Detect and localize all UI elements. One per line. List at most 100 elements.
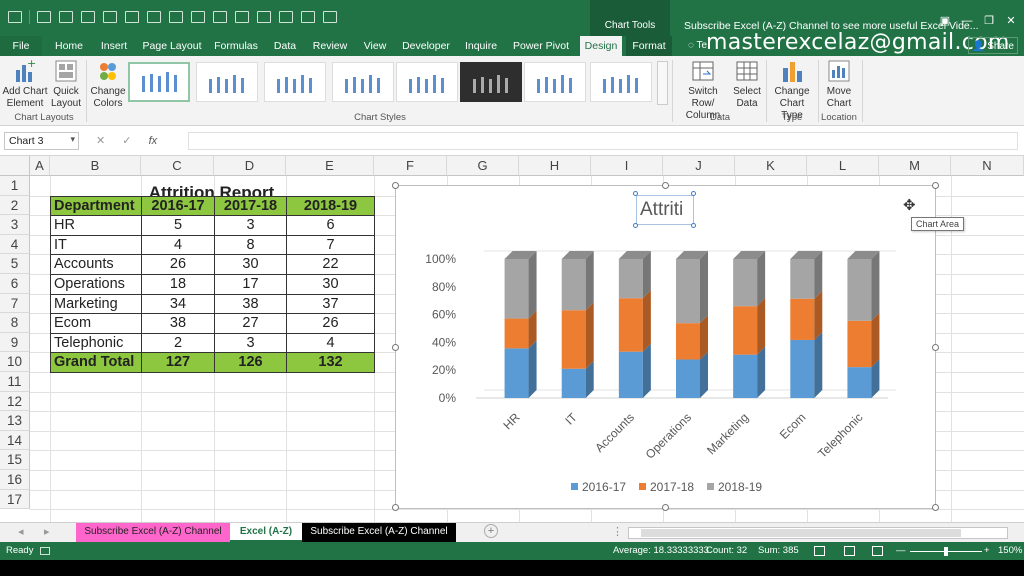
- fx-icon[interactable]: fx: [148, 135, 158, 147]
- value-cell-2016-17[interactable]: 18: [141, 274, 215, 295]
- select-data-button[interactable]: Select Data: [730, 58, 764, 110]
- new-icon[interactable]: [279, 11, 293, 23]
- column-header-f[interactable]: F: [374, 156, 447, 176]
- switch-row-column-button[interactable]: Switch Row/ Column: [676, 58, 730, 122]
- chart-style-6[interactable]: [460, 62, 522, 102]
- ribbon-display-icon[interactable]: ▣: [939, 15, 951, 27]
- tab-data[interactable]: Data: [273, 40, 297, 52]
- sheet-tab-excel-az[interactable]: Excel (A-Z): [230, 523, 302, 542]
- department-cell[interactable]: HR: [50, 215, 142, 236]
- value-cell-2018-19[interactable]: 37: [286, 293, 375, 315]
- row-header-17[interactable]: 17: [0, 489, 30, 510]
- row-header-9[interactable]: 9: [0, 332, 30, 353]
- print-icon[interactable]: [37, 11, 51, 23]
- table-icon[interactable]: [59, 11, 73, 23]
- horizontal-scrollbar[interactable]: [628, 527, 1008, 539]
- tab-file[interactable]: File: [0, 36, 42, 56]
- spelling-icon[interactable]: [235, 11, 249, 23]
- styles-gallery-scroll[interactable]: [657, 61, 668, 105]
- page-break-view-icon[interactable]: [872, 546, 883, 556]
- minimize-icon[interactable]: —: [961, 15, 973, 27]
- value-cell-2018-19[interactable]: 22: [286, 254, 375, 275]
- tab-home[interactable]: Home: [54, 40, 83, 52]
- value-cell-2018-19[interactable]: 4: [286, 332, 375, 354]
- value-cell-2017-18[interactable]: 30: [214, 254, 287, 275]
- chart-resize-handle[interactable]: [392, 504, 399, 511]
- chart-style-5[interactable]: [396, 62, 458, 102]
- title-resize-handle[interactable]: [633, 223, 638, 228]
- row-header-1[interactable]: 1: [0, 176, 30, 196]
- new-sheet-icon[interactable]: +: [484, 524, 498, 538]
- row-header-8[interactable]: 8: [0, 313, 30, 333]
- chart-style-2[interactable]: [196, 62, 258, 102]
- tell-me-box[interactable]: ◌ Te: [688, 36, 707, 56]
- grand-total-2017-18[interactable]: 126: [214, 352, 287, 373]
- value-cell-2016-17[interactable]: 26: [141, 254, 215, 275]
- column-header-n[interactable]: N: [951, 156, 1024, 176]
- macro-record-icon[interactable]: [40, 547, 50, 555]
- preview-icon[interactable]: [191, 11, 205, 23]
- grand-total-2016-17[interactable]: 127: [141, 352, 215, 373]
- change-chart-type-button[interactable]: Change Chart Type: [768, 58, 816, 122]
- normal-view-icon[interactable]: [814, 546, 825, 556]
- chart-style-7[interactable]: [524, 62, 586, 102]
- grand-total-2018-19[interactable]: 132: [286, 352, 375, 373]
- change-colors-button[interactable]: Change Colors: [88, 58, 128, 110]
- scrollbar-thumb[interactable]: [641, 529, 961, 537]
- department-cell[interactable]: Ecom: [50, 313, 142, 334]
- chart-resize-handle[interactable]: [932, 182, 939, 189]
- column-header-m[interactable]: M: [879, 156, 951, 176]
- page-layout-view-icon[interactable]: [844, 546, 855, 556]
- chart-resize-handle[interactable]: [392, 344, 399, 351]
- save-icon[interactable]: [8, 11, 22, 23]
- tab-insert[interactable]: Insert: [100, 40, 128, 52]
- filter-icon[interactable]: [81, 11, 95, 23]
- value-cell-2018-19[interactable]: 7: [286, 234, 375, 256]
- chart-style-8[interactable]: [590, 62, 652, 102]
- column-header-l[interactable]: L: [807, 156, 879, 176]
- value-cell-2017-18[interactable]: 8: [214, 234, 287, 256]
- column-header-g[interactable]: G: [447, 156, 519, 176]
- paste-icon[interactable]: [169, 11, 183, 23]
- sheet-nav-next-icon[interactable]: ▸: [44, 526, 50, 538]
- title-resize-handle[interactable]: [691, 191, 696, 196]
- zoom-level[interactable]: 150%: [998, 545, 1023, 556]
- select-all-corner[interactable]: [0, 156, 30, 176]
- add-chart-element-button[interactable]: + Add Chart Element: [2, 57, 48, 110]
- value-cell-2016-17[interactable]: 5: [141, 215, 215, 236]
- enter-icon[interactable]: ✓: [122, 135, 132, 147]
- chart-title-editing[interactable]: Attriti: [636, 195, 694, 225]
- table-header-cell[interactable]: 2017-18: [214, 195, 287, 217]
- tab-inquire[interactable]: Inquire: [464, 40, 498, 52]
- value-cell-2016-17[interactable]: 38: [141, 313, 215, 334]
- column-header-a[interactable]: A: [30, 156, 50, 176]
- chart-resize-handle[interactable]: [662, 182, 669, 189]
- row-header-2[interactable]: 2: [0, 195, 30, 216]
- column-header-d[interactable]: D: [214, 156, 286, 176]
- tab-review[interactable]: Review: [312, 40, 348, 52]
- row-header-14[interactable]: 14: [0, 430, 30, 451]
- row-header-4[interactable]: 4: [0, 234, 30, 255]
- close-icon[interactable]: ✕: [1006, 15, 1016, 27]
- copy-icon[interactable]: [147, 11, 161, 23]
- chart-resize-handle[interactable]: [662, 504, 669, 511]
- grand-total-label[interactable]: Grand Total: [50, 352, 142, 373]
- table-header-cell[interactable]: Department: [50, 195, 142, 217]
- department-cell[interactable]: Telephonic: [50, 332, 142, 354]
- table-header-cell[interactable]: 2018-19: [286, 195, 375, 217]
- tab-design[interactable]: Design: [580, 36, 622, 56]
- cancel-icon[interactable]: ✕: [96, 135, 106, 147]
- chart-icon[interactable]: [103, 11, 117, 23]
- department-cell[interactable]: Marketing: [50, 293, 142, 315]
- value-cell-2016-17[interactable]: 34: [141, 293, 215, 315]
- column-header-h[interactable]: H: [519, 156, 591, 176]
- tab-format[interactable]: Format: [626, 36, 672, 56]
- row-header-3[interactable]: 3: [0, 215, 30, 235]
- column-header-e[interactable]: E: [286, 156, 374, 176]
- column-header-k[interactable]: K: [735, 156, 807, 176]
- quick-layout-button[interactable]: Quick Layout: [48, 58, 84, 110]
- open-icon[interactable]: [257, 11, 271, 23]
- chart-style-3[interactable]: [264, 62, 326, 102]
- sheet-tab-subscribe-2[interactable]: Subscribe Excel (A-Z) Channel: [302, 523, 456, 542]
- row-header-13[interactable]: 13: [0, 411, 30, 431]
